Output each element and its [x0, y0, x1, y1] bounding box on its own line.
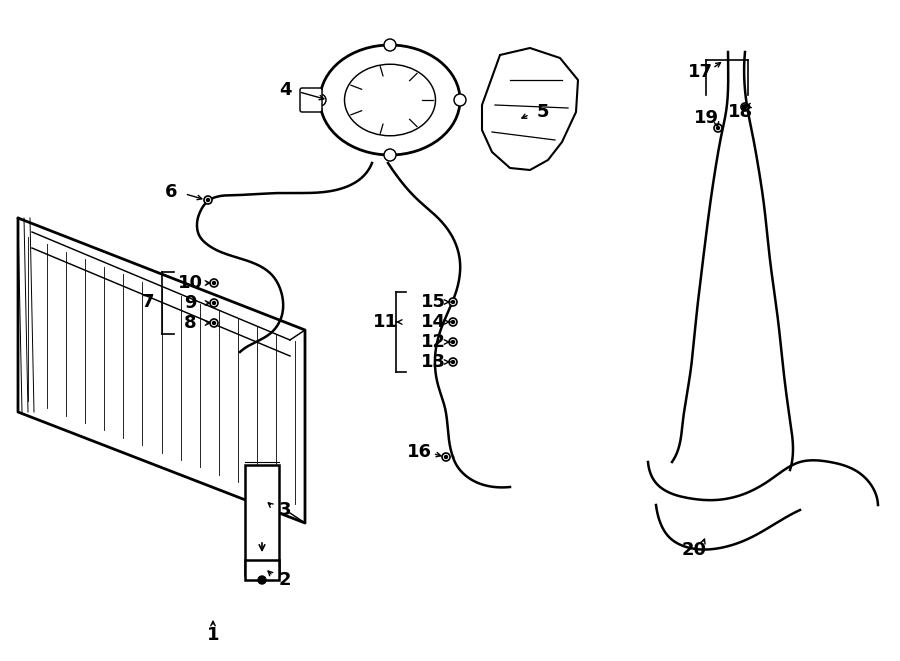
- Text: 14: 14: [420, 313, 446, 331]
- Text: 7: 7: [142, 293, 154, 311]
- Text: 11: 11: [373, 313, 398, 331]
- Circle shape: [442, 453, 450, 461]
- Circle shape: [449, 298, 457, 306]
- Circle shape: [206, 198, 210, 202]
- Text: 6: 6: [165, 183, 177, 201]
- Circle shape: [258, 576, 266, 584]
- Circle shape: [452, 301, 454, 303]
- Circle shape: [452, 360, 454, 364]
- Circle shape: [445, 455, 447, 459]
- Bar: [245, 560, 279, 580]
- Circle shape: [454, 94, 466, 106]
- Circle shape: [212, 301, 215, 305]
- Bar: [245, 465, 279, 575]
- Circle shape: [452, 321, 454, 323]
- Circle shape: [743, 106, 746, 108]
- Text: 16: 16: [407, 443, 431, 461]
- Text: 15: 15: [420, 293, 446, 311]
- Circle shape: [384, 149, 396, 161]
- Circle shape: [449, 338, 457, 346]
- Circle shape: [210, 299, 218, 307]
- Text: 1: 1: [207, 626, 220, 644]
- Text: 9: 9: [184, 294, 196, 312]
- Text: 2: 2: [279, 571, 292, 589]
- Text: 10: 10: [177, 274, 202, 292]
- Circle shape: [212, 321, 215, 325]
- Text: 17: 17: [688, 63, 713, 81]
- Circle shape: [204, 196, 212, 204]
- Text: 20: 20: [681, 541, 706, 559]
- Text: 12: 12: [420, 333, 446, 351]
- Text: 13: 13: [420, 353, 446, 371]
- FancyBboxPatch shape: [300, 88, 322, 112]
- Circle shape: [714, 124, 722, 132]
- Text: 3: 3: [279, 501, 292, 519]
- Text: 18: 18: [728, 103, 753, 121]
- Circle shape: [314, 94, 326, 106]
- Circle shape: [210, 279, 218, 287]
- Circle shape: [384, 39, 396, 51]
- Text: 5: 5: [536, 103, 549, 121]
- Circle shape: [716, 126, 719, 130]
- Circle shape: [452, 340, 454, 344]
- Circle shape: [449, 318, 457, 326]
- Text: 8: 8: [184, 314, 196, 332]
- Circle shape: [741, 103, 749, 111]
- Text: 19: 19: [694, 109, 718, 127]
- Circle shape: [210, 319, 218, 327]
- Circle shape: [449, 358, 457, 366]
- Text: 4: 4: [279, 81, 292, 99]
- Circle shape: [212, 282, 215, 284]
